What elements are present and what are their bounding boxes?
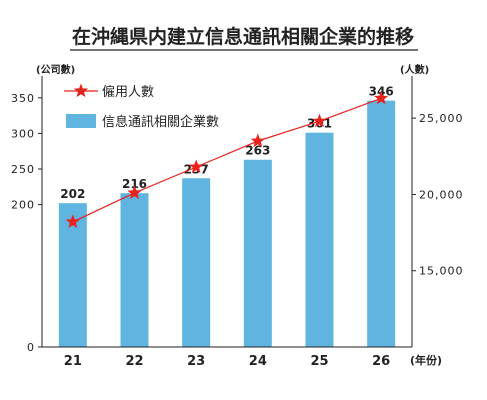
bar — [120, 193, 149, 347]
legend-label-companies: 信息通訊相關企業數 — [102, 114, 219, 130]
bar — [367, 100, 396, 347]
bar — [182, 178, 211, 347]
line-point-star — [312, 113, 327, 128]
employment-line — [72, 97, 382, 223]
bar — [58, 203, 87, 347]
x-axis-categories: 21 22 23 24 25 26 — [42, 346, 412, 369]
x-axis-category-label: 24 — [249, 354, 267, 369]
bar-data-label: 202 — [60, 187, 85, 201]
legend-star-icon — [73, 83, 89, 98]
legend-label-employment: 僱用人數 — [102, 84, 154, 100]
chart-title: 在沖縄県内建立信息通訊相關企業的推移 — [72, 25, 414, 48]
x-axis-category-label: 23 — [187, 354, 205, 369]
left-axis-tick-label: 350 — [11, 92, 35, 105]
line-point-star — [250, 133, 265, 148]
left-axis-tick-label: 300 — [11, 127, 35, 140]
line-point-star — [65, 214, 80, 228]
bar — [243, 159, 272, 347]
left-axis-tick-label: 200 — [11, 199, 35, 212]
right-axis-tick-label: 20,000 — [419, 188, 464, 201]
line-point-star — [374, 90, 389, 105]
right-axis-unit: (人數) — [400, 63, 429, 76]
left-axis: 0 200 250 300 350 — [11, 76, 43, 354]
x-axis-unit: (年份) — [410, 353, 442, 367]
legend: 僱用人數 信息通訊相關企業數 — [64, 83, 219, 130]
x-axis-category-label: 25 — [310, 354, 328, 369]
right-axis-tick-label: 25,000 — [419, 112, 464, 125]
bar — [305, 132, 334, 347]
x-axis-category-label: 21 — [64, 354, 82, 369]
bar-data-label: 216 — [122, 177, 147, 191]
left-axis-unit: (公司數) — [36, 63, 75, 76]
left-axis-tick-label: 250 — [11, 163, 35, 176]
right-axis-tick-label: 15,000 — [419, 265, 464, 278]
line-series — [65, 90, 389, 228]
bar-data-label: 263 — [245, 144, 270, 158]
left-axis-tick-label: 0 — [27, 341, 35, 354]
x-axis-category-label: 26 — [372, 354, 390, 369]
bar-series: 202216237263301346 — [58, 85, 396, 347]
line-point-star — [189, 159, 204, 174]
legend-bar-swatch — [66, 114, 96, 128]
x-axis-category-label: 22 — [125, 354, 143, 369]
right-axis: 15,000 20,000 25,000 — [411, 76, 464, 347]
line-point-star — [127, 185, 142, 199]
